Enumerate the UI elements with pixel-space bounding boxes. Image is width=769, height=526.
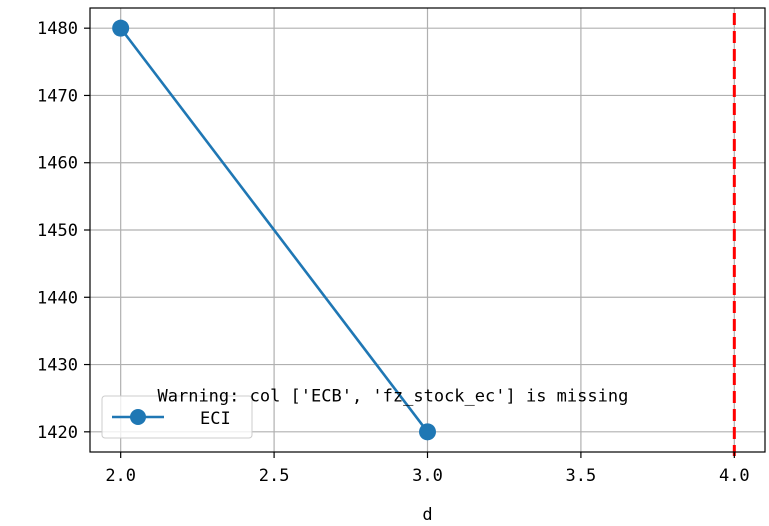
series-layer [112, 19, 436, 441]
data-point-eci [112, 19, 130, 37]
legend: ECI [101, 395, 253, 439]
x-tick-label: 3.5 [566, 466, 597, 486]
data-point-eci [419, 423, 436, 441]
y-tick-label: 1420 [37, 423, 78, 443]
y-tick-label: 1460 [37, 154, 78, 174]
series-line-eci [119, 27, 429, 433]
y-tick-label: 1480 [37, 19, 78, 39]
x-tick-label: 4.0 [719, 466, 750, 486]
x-tick-label: 3.0 [412, 466, 443, 486]
axis-ticks: 2.0 2.5 3.0 3.5 4.0 1420 1430 1440 1450 1460 1470 1… [37, 19, 750, 486]
x-tick-label: 2.5 [259, 466, 290, 486]
x-axis-label: d [422, 505, 432, 525]
legend-box [101, 395, 253, 439]
legend-marker-eci [130, 409, 146, 425]
x-tick-label: 2.0 [105, 466, 136, 486]
y-tick-label: 1450 [37, 221, 78, 241]
y-tick-label: 1430 [37, 356, 78, 376]
y-tick-label: 1470 [37, 86, 78, 106]
plot-frame [89, 7, 766, 453]
y-tick-label: 1440 [37, 288, 78, 308]
grid-lines [90, 8, 765, 452]
legend-label-eci: ECI [200, 409, 231, 429]
warning-annotation: Warning: col ['ECB', 'fz_stock_ec'] is m… [158, 387, 629, 407]
